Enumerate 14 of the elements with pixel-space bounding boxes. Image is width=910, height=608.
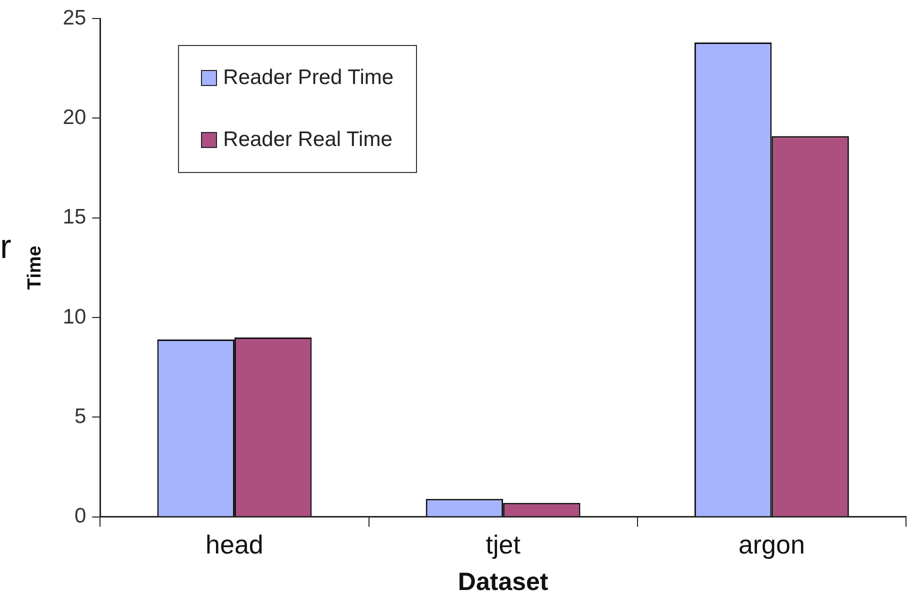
text: r: [0, 228, 12, 266]
y-tick-label: 0: [74, 504, 86, 528]
y-tick-label: 15: [62, 206, 86, 229]
x-tick-label: head: [206, 530, 264, 560]
y-tick-label: 5: [74, 404, 86, 428]
legend-label: Reader Pred Time: [223, 66, 394, 90]
y-axis-title: Time: [24, 246, 46, 290]
x-axis-title: Dataset: [458, 568, 549, 596]
x-tick-label: argon: [738, 530, 805, 560]
x-tick-label: tjet: [486, 530, 522, 560]
legend-label: Reader Real Time: [223, 128, 392, 152]
y-tick-label: 10: [62, 305, 86, 328]
y-tick-label: 25: [62, 6, 86, 30]
y-tick-label: 20: [62, 106, 86, 130]
